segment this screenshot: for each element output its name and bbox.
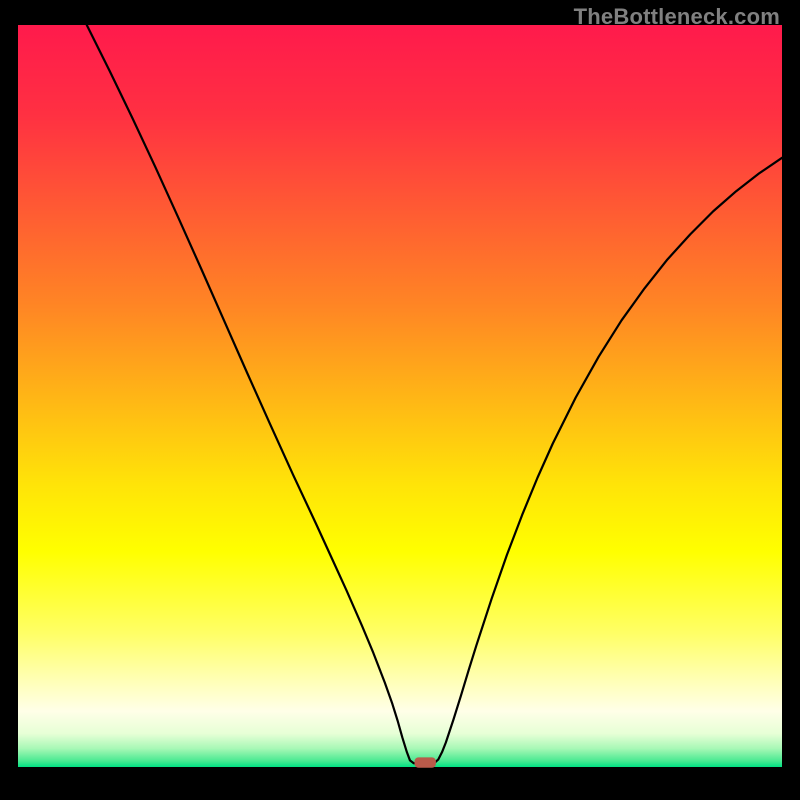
- optimal-point-marker: [415, 757, 436, 767]
- watermark-text: TheBottleneck.com: [574, 4, 780, 30]
- bottleneck-curve-chart: [0, 0, 800, 800]
- plot-background: [18, 25, 782, 767]
- chart-frame: TheBottleneck.com: [0, 0, 800, 800]
